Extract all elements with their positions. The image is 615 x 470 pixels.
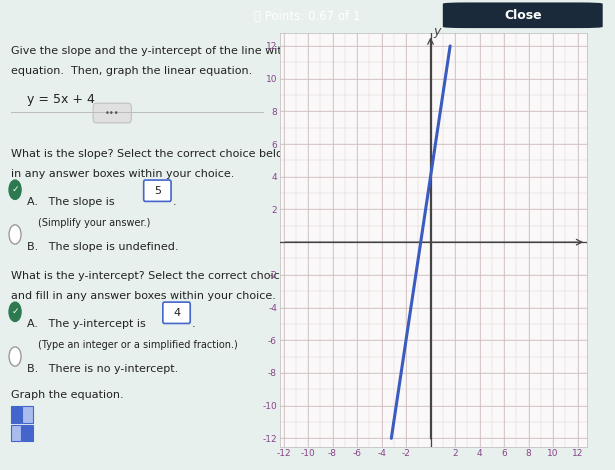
FancyBboxPatch shape xyxy=(11,424,22,441)
Circle shape xyxy=(9,180,21,199)
FancyBboxPatch shape xyxy=(144,180,171,201)
FancyBboxPatch shape xyxy=(22,406,33,423)
Text: (Type an integer or a simplified fraction.): (Type an integer or a simplified fractio… xyxy=(38,340,238,350)
Text: What is the y-intercept? Select the correct choice below: What is the y-intercept? Select the corr… xyxy=(11,271,323,281)
Text: B.   The slope is undefined.: B. The slope is undefined. xyxy=(28,242,179,252)
Circle shape xyxy=(9,347,21,366)
Text: A.   The y-intercept is: A. The y-intercept is xyxy=(28,319,146,329)
Text: equation.  Then, graph the linear equation.: equation. Then, graph the linear equatio… xyxy=(11,66,252,77)
Text: B.   There is no y-intercept.: B. There is no y-intercept. xyxy=(28,364,178,374)
Text: .: . xyxy=(192,319,195,329)
FancyBboxPatch shape xyxy=(11,406,22,423)
Circle shape xyxy=(9,225,21,244)
Text: What is the slope? Select the correct choice below and fill: What is the slope? Select the correct ch… xyxy=(11,149,333,159)
Text: ✓: ✓ xyxy=(11,307,19,316)
Circle shape xyxy=(9,302,21,321)
Text: Close: Close xyxy=(504,9,542,22)
Text: .: . xyxy=(172,197,176,207)
Text: y = 5x + 4: y = 5x + 4 xyxy=(28,93,95,106)
Text: A.   The slope is: A. The slope is xyxy=(28,197,115,207)
Text: 5: 5 xyxy=(154,186,161,196)
Text: Graph the equation.: Graph the equation. xyxy=(11,391,124,400)
FancyBboxPatch shape xyxy=(443,2,603,28)
Text: (Simplify your answer.): (Simplify your answer.) xyxy=(38,218,151,227)
Text: ✓: ✓ xyxy=(11,185,19,194)
Text: in any answer boxes within your choice.: in any answer boxes within your choice. xyxy=(11,169,234,179)
Text: ⦿ Points: 0.67 of 1: ⦿ Points: 0.67 of 1 xyxy=(255,10,360,24)
FancyBboxPatch shape xyxy=(22,424,33,441)
Text: Give the slope and the y-intercept of the line with the given: Give the slope and the y-intercept of th… xyxy=(11,46,345,56)
Text: 4: 4 xyxy=(173,308,180,318)
FancyBboxPatch shape xyxy=(163,302,190,323)
Text: y: y xyxy=(434,25,441,38)
FancyBboxPatch shape xyxy=(93,103,132,123)
Text: and fill in any answer boxes within your choice.: and fill in any answer boxes within your… xyxy=(11,291,276,301)
Text: •••: ••• xyxy=(105,109,119,118)
